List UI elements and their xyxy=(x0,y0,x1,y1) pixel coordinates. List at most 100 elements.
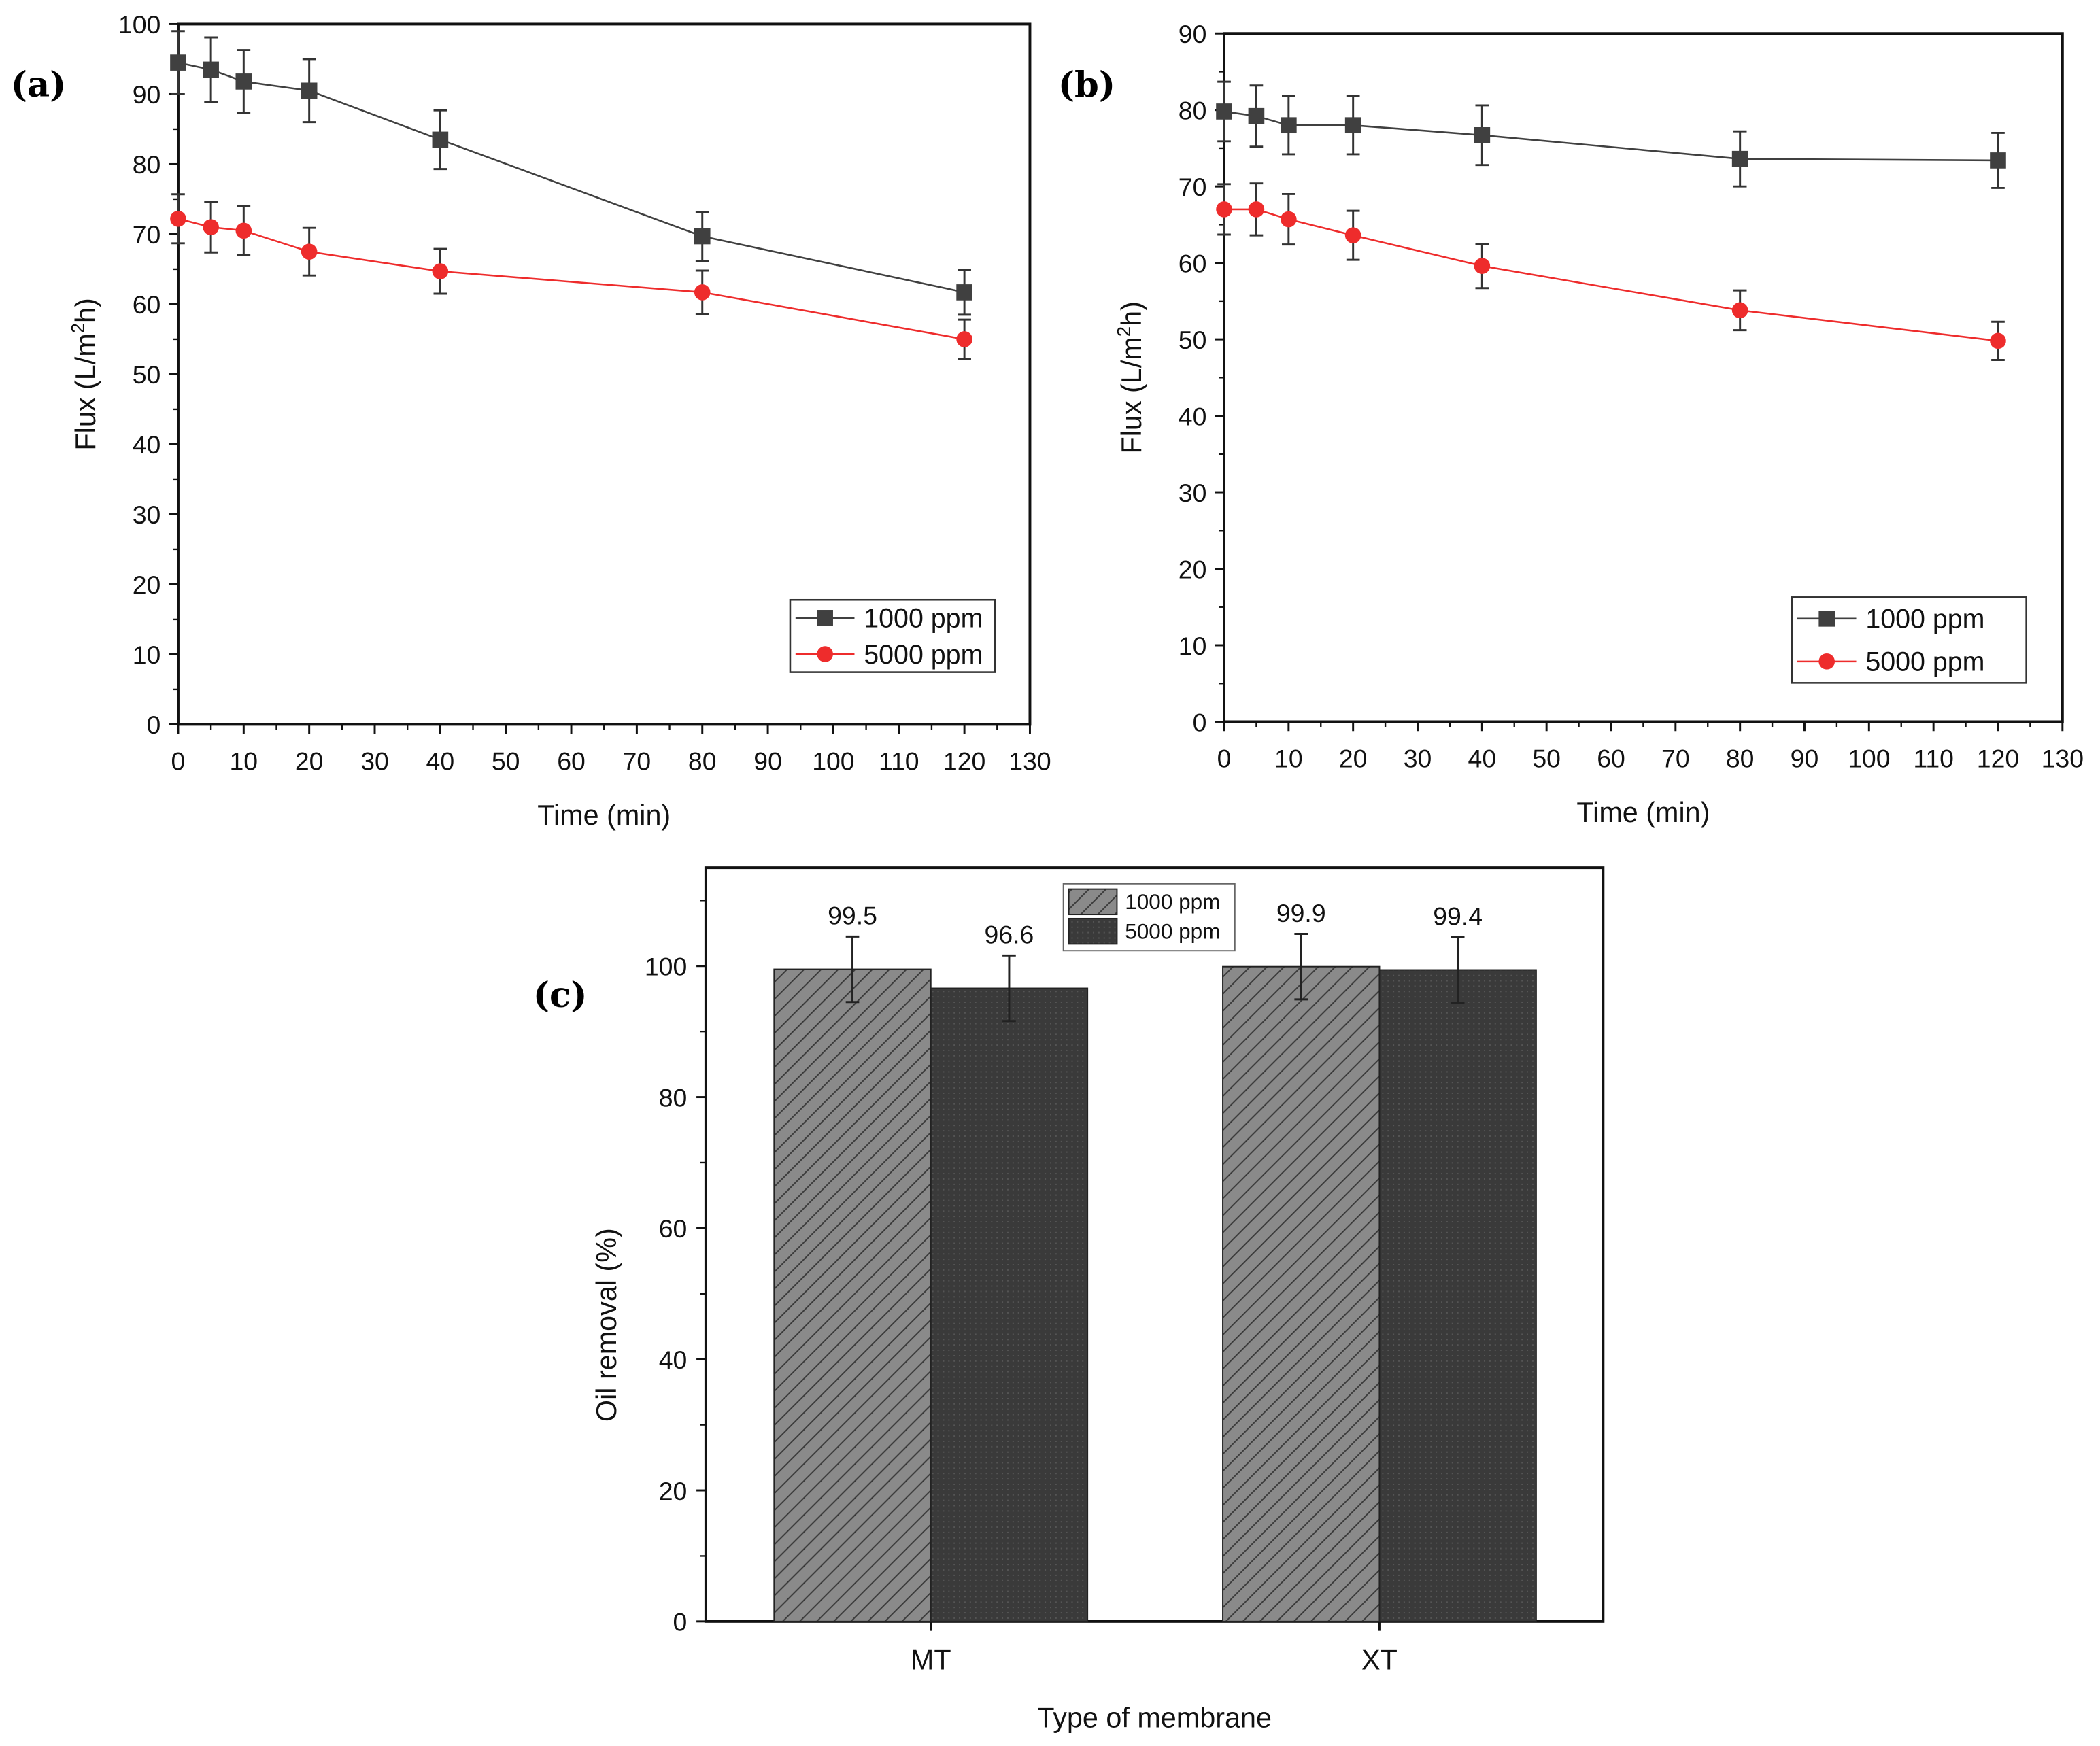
data-point xyxy=(1474,127,1491,143)
x-tick-label: 100 xyxy=(1848,744,1890,772)
y-tick-label: 0 xyxy=(1193,708,1207,736)
y-tick-label: 100 xyxy=(118,10,160,39)
y-axis-label: Flux (L/m2h) xyxy=(67,298,101,450)
x-tick-label: 100 xyxy=(812,747,854,775)
x-tick-label: 10 xyxy=(230,747,258,775)
data-point xyxy=(1474,258,1491,274)
data-label: 96.6 xyxy=(985,921,1034,949)
data-point xyxy=(203,219,219,235)
legend-label: 1000 ppm xyxy=(1865,604,1984,634)
x-tick-label: 110 xyxy=(879,747,919,775)
bar-XT-1000-ppm xyxy=(1222,965,1381,1622)
legend-label: 5000 ppm xyxy=(864,640,983,670)
data-point xyxy=(235,73,252,90)
x-tick-label: 60 xyxy=(1597,744,1625,772)
data-point xyxy=(1990,332,2006,349)
y-tick-label: 60 xyxy=(659,1214,688,1243)
legend-swatch xyxy=(1068,888,1118,916)
y-tick-label: 50 xyxy=(133,360,161,389)
y-tick-label: 70 xyxy=(133,220,161,249)
data-point xyxy=(1990,152,2006,169)
y-tick-label: 30 xyxy=(133,500,161,529)
x-tick-label: 110 xyxy=(1913,744,1954,772)
y-axis-label: Flux (L/m2h) xyxy=(1113,301,1147,453)
x-tick-label: XT xyxy=(1361,1645,1398,1676)
y-label-part: Flux (L/m xyxy=(70,333,101,450)
data-point xyxy=(1731,302,1748,319)
x-tick-label: 40 xyxy=(1468,744,1497,772)
data-point xyxy=(1344,117,1361,134)
y-tick-label: 40 xyxy=(133,430,161,459)
legend-marker-square xyxy=(817,610,833,626)
y-tick-label: 60 xyxy=(1179,249,1207,277)
x-tick-label: 0 xyxy=(171,747,186,775)
chart-c: 0 20 40 60 80 100 MT 99.5 96.6 XT 99.9 99.4 Type of … xyxy=(533,866,1605,1733)
series-line-1000-ppm xyxy=(177,61,965,294)
x-tick-label: 130 xyxy=(1009,747,1051,775)
x-tick-label: 10 xyxy=(1274,744,1303,772)
legend-box xyxy=(1791,596,2027,684)
legend-marker-circle xyxy=(817,646,833,662)
data-point xyxy=(956,284,972,301)
x-tick-label: 70 xyxy=(1661,744,1690,772)
x-tick-label: 50 xyxy=(1532,744,1561,772)
data-point xyxy=(1248,107,1265,124)
y-tick-label: 90 xyxy=(1179,20,1207,48)
x-tick-label: 60 xyxy=(557,747,586,775)
y-tick-label: 40 xyxy=(659,1346,688,1374)
y-tick-label: 80 xyxy=(133,150,161,179)
y-tick-label: 20 xyxy=(133,570,161,599)
y-tick-label: 80 xyxy=(1179,96,1207,124)
data-point xyxy=(301,243,318,260)
panel-label: (a) xyxy=(11,65,67,105)
data-point xyxy=(956,331,972,347)
x-tick-label: 20 xyxy=(1339,744,1368,772)
x-tick-label: 80 xyxy=(1726,744,1755,772)
y-label-superscript: 2 xyxy=(1113,326,1134,337)
y-tick-label: 80 xyxy=(659,1083,688,1112)
x-tick-label: 40 xyxy=(426,747,455,775)
x-tick-label: 0 xyxy=(1217,744,1232,772)
data-point xyxy=(170,210,186,227)
x-tick-label: 20 xyxy=(295,747,324,775)
x-tick-label: 70 xyxy=(623,747,651,775)
series-line-5000-ppm xyxy=(177,218,965,341)
y-tick-label: 30 xyxy=(1179,479,1207,507)
series-line-1000-ppm xyxy=(1223,110,1998,162)
y-tick-label: 100 xyxy=(645,953,687,981)
legend-marker-square xyxy=(1818,611,1835,627)
data-point xyxy=(694,284,711,301)
bar-MT-1000-ppm xyxy=(773,968,932,1622)
x-tick-label: 90 xyxy=(1791,744,1819,772)
legend: 1000 ppm 5000 ppm xyxy=(1062,883,1236,952)
bar-MT-5000-ppm xyxy=(930,987,1089,1622)
x-axis-label: Type of membrane xyxy=(1037,1702,1272,1733)
y-tick-label: 0 xyxy=(673,1608,688,1637)
panel-label: (b) xyxy=(1058,65,1115,105)
data-point xyxy=(1281,211,1297,228)
y-label-part: h) xyxy=(70,298,101,323)
x-tick-label: 120 xyxy=(943,747,985,775)
data-point xyxy=(432,263,449,279)
y-label-part: Flux (L/m xyxy=(1116,337,1147,453)
data-point xyxy=(235,222,252,239)
legend-label: 5000 ppm xyxy=(1125,919,1220,943)
legend-label: 1000 ppm xyxy=(864,604,983,634)
panel-label: (c) xyxy=(533,975,588,1016)
x-axis-label: Time (min) xyxy=(1576,797,1710,828)
x-tick-label: 120 xyxy=(1977,744,2019,772)
data-point xyxy=(1216,103,1232,120)
data-point xyxy=(1216,201,1232,218)
y-tick-label: 10 xyxy=(133,640,161,669)
y-tick-label: 70 xyxy=(1179,173,1207,201)
x-tick-label: 30 xyxy=(1404,744,1432,772)
legend: 1000 ppm 5000 ppm xyxy=(1791,596,2027,684)
x-tick-label: MT xyxy=(911,1645,951,1676)
data-point xyxy=(432,131,449,148)
data-label: 99.4 xyxy=(1433,902,1483,931)
legend-label: 1000 ppm xyxy=(1125,889,1220,914)
y-tick-label: 50 xyxy=(1179,326,1207,354)
y-label-superscript: 2 xyxy=(67,323,88,333)
y-tick-label: 40 xyxy=(1179,402,1207,430)
